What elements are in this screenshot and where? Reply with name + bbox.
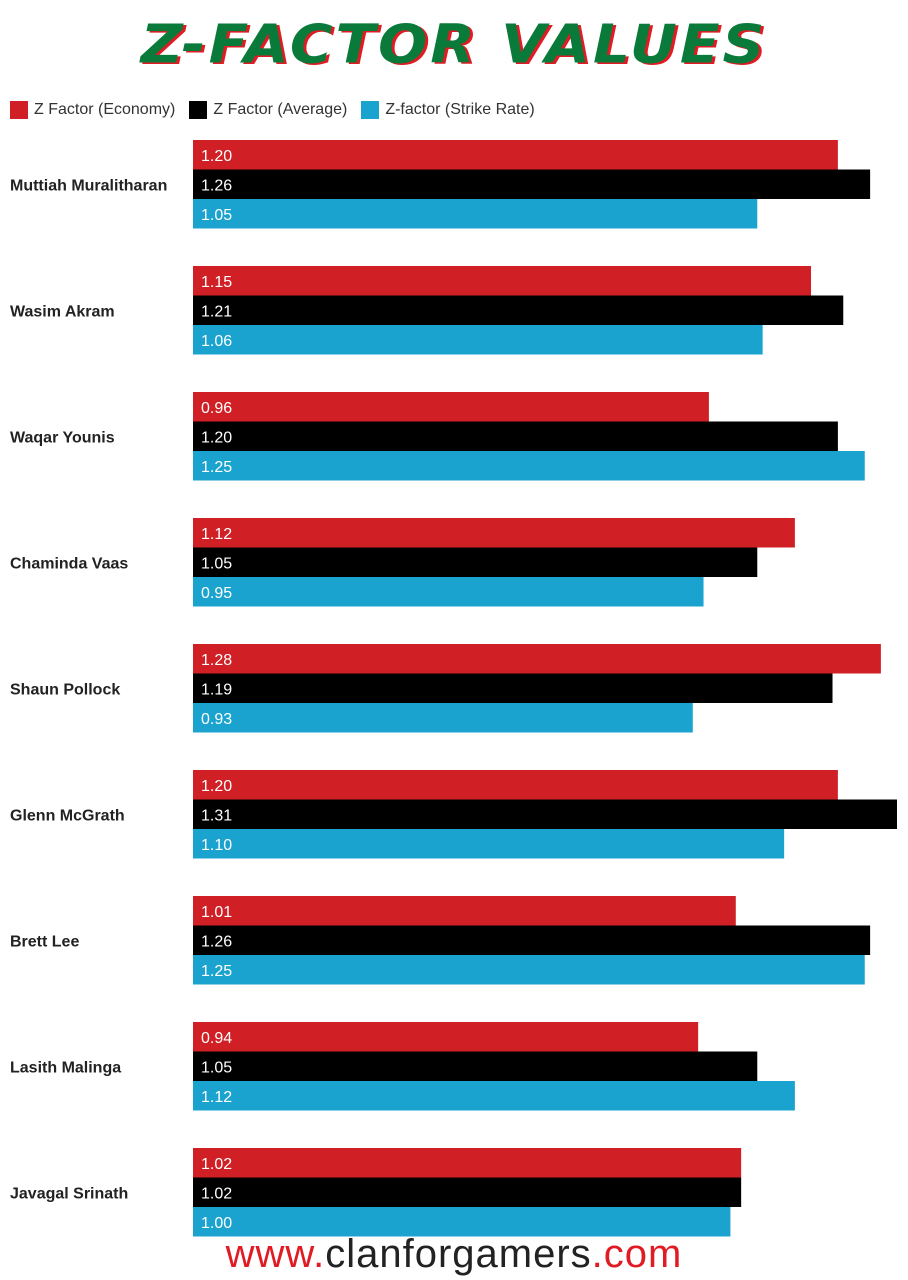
data-label-average: 1.21 [201, 303, 232, 320]
bar-strike-rate [193, 829, 785, 859]
data-label-average: 1.20 [201, 429, 232, 446]
category-label: Waqar Younis [10, 429, 115, 446]
legend-swatch-average [189, 101, 208, 119]
category-label: Shaun Pollock [10, 681, 120, 698]
category-label: Brett Lee [10, 933, 79, 950]
bar-strike-rate [193, 703, 693, 733]
data-label-strike-rate: 1.12 [201, 1089, 232, 1106]
category-label: Glenn McGrath [10, 807, 125, 824]
data-label-strike-rate: 1.25 [201, 963, 232, 980]
bar-strike-rate [193, 577, 704, 607]
bar-economy [193, 392, 709, 422]
bar-group: Javagal Srinath 1.02 1.02 1.00 [10, 1148, 742, 1237]
data-label-economy: 1.20 [201, 148, 232, 165]
data-label-economy: 1.02 [201, 1156, 232, 1173]
legend-swatch-strike-rate [361, 101, 380, 119]
bar-strike-rate [193, 325, 763, 355]
chart-title: Z-FACTOR VALUES [140, 12, 768, 76]
category-label: Wasim Akram [10, 303, 115, 320]
data-label-average: 1.31 [201, 807, 232, 824]
data-label-strike-rate: 1.05 [201, 207, 232, 224]
bar-economy [193, 770, 838, 800]
bar-group: Muttiah Muralitharan 1.20 1.26 1.05 [10, 140, 871, 229]
data-label-average: 1.19 [201, 681, 232, 698]
data-label-strike-rate: 0.95 [201, 585, 232, 602]
data-label-average: 1.26 [201, 933, 232, 950]
legend-item-strike-rate: Z-factor (Strike Rate) [361, 101, 535, 119]
bar-strike-rate [193, 1081, 795, 1111]
data-label-economy: 1.28 [201, 652, 232, 669]
bar-group: Lasith Malinga 0.94 1.05 1.12 [10, 1022, 795, 1111]
bar-group: Waqar Younis 0.96 1.20 1.25 [10, 392, 865, 481]
bar-strike-rate [193, 1207, 731, 1237]
category-label: Muttiah Muralitharan [10, 177, 167, 194]
bar-economy [193, 644, 881, 674]
footer-domain: clanforgamers [325, 1232, 592, 1276]
bar-group: Brett Lee 1.01 1.26 1.25 [10, 896, 871, 985]
bar-average [193, 925, 871, 955]
bar-average [193, 547, 758, 577]
data-label-average: 1.02 [201, 1185, 232, 1202]
data-label-economy: 1.01 [201, 904, 232, 921]
data-label-strike-rate: 0.93 [201, 711, 232, 728]
bar-group: Chaminda Vaas 1.12 1.05 0.95 [10, 518, 795, 607]
legend: Z Factor (Economy) Z Factor (Average) Z-… [10, 98, 535, 122]
legend-swatch-economy [10, 101, 28, 119]
data-label-economy: 1.20 [201, 778, 232, 795]
data-label-strike-rate: 1.00 [201, 1215, 232, 1232]
legend-label-average: Z Factor (Average) [213, 101, 348, 118]
data-label-average: 1.05 [201, 555, 232, 572]
legend-label-economy: Z Factor (Economy) [34, 101, 176, 118]
bar-average [193, 421, 838, 451]
bar-average [193, 1051, 758, 1081]
bar-economy [193, 518, 795, 548]
footer-prefix: www. [225, 1232, 326, 1276]
data-label-average: 1.05 [201, 1059, 232, 1076]
data-label-strike-rate: 1.06 [201, 333, 232, 350]
data-label-economy: 1.15 [201, 274, 232, 291]
bar-average [193, 673, 833, 703]
bar-strike-rate [193, 451, 865, 481]
bar-economy [193, 896, 736, 926]
data-label-economy: 0.94 [201, 1030, 232, 1047]
bar-average [193, 169, 871, 199]
footer-suffix: .com [591, 1232, 683, 1276]
bar-economy [193, 1022, 699, 1052]
bar-strike-rate [193, 955, 865, 985]
bar-economy [193, 1148, 742, 1178]
bar-average [193, 799, 897, 829]
bar-strike-rate [193, 199, 758, 229]
bar-group: Shaun Pollock 1.28 1.19 0.93 [10, 644, 881, 733]
bar-group: Glenn McGrath 1.20 1.31 1.10 [10, 770, 897, 859]
data-label-strike-rate: 1.10 [201, 837, 232, 854]
legend-item-average: Z Factor (Average) [189, 101, 347, 119]
website-footer: www.clanforgamers.com [0, 1232, 908, 1277]
bar-economy [193, 140, 838, 170]
category-label: Javagal Srinath [10, 1185, 128, 1202]
legend-item-economy: Z Factor (Economy) [10, 101, 175, 119]
data-label-economy: 0.96 [201, 400, 232, 417]
data-label-average: 1.26 [201, 177, 232, 194]
category-label: Lasith Malinga [10, 1059, 121, 1076]
bar-average [193, 1177, 742, 1207]
data-label-strike-rate: 1.25 [201, 459, 232, 476]
legend-label-strike-rate: Z-factor (Strike Rate) [385, 101, 535, 118]
data-label-economy: 1.12 [201, 526, 232, 543]
bar-average [193, 295, 844, 325]
bar-group: Wasim Akram 1.15 1.21 1.06 [10, 266, 844, 355]
bar-economy [193, 266, 812, 296]
category-label: Chaminda Vaas [10, 555, 128, 572]
